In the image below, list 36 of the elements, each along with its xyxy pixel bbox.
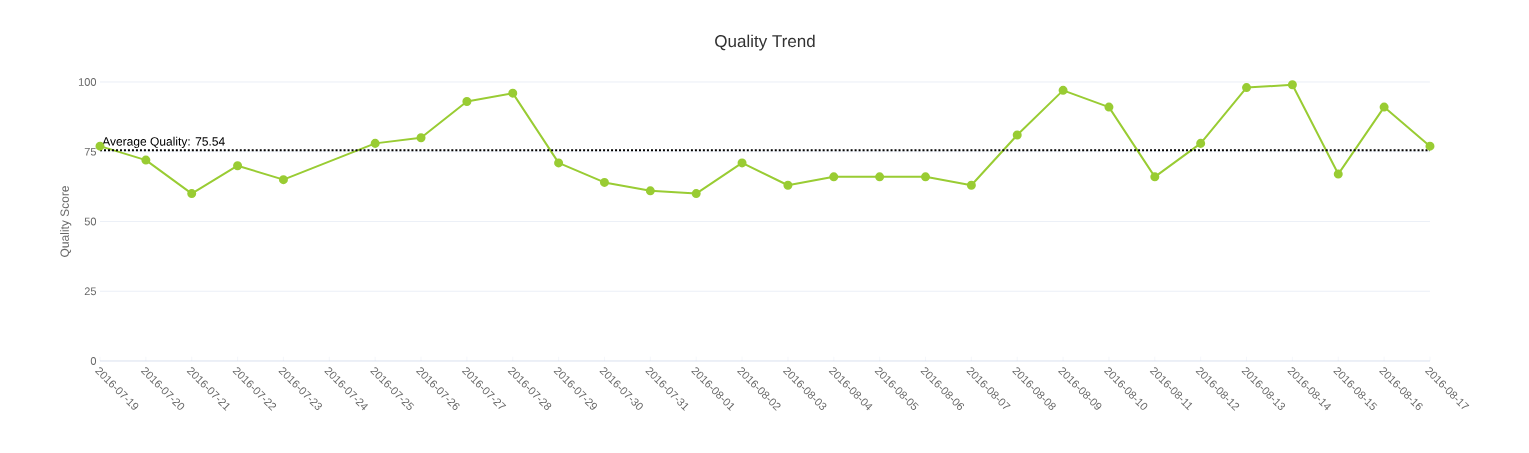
point — [416, 133, 426, 143]
point — [599, 177, 609, 187]
y-tick-label: 25 — [84, 287, 97, 296]
point — [1058, 85, 1068, 95]
y-axis-title: Quality Score — [60, 186, 72, 257]
point — [278, 175, 288, 185]
y-tick-label: 100 — [78, 78, 97, 86]
point — [1333, 169, 1343, 179]
point — [737, 158, 747, 168]
y-tick-label: 0 — [90, 357, 97, 365]
point — [370, 138, 380, 148]
point — [966, 180, 976, 190]
point — [554, 158, 564, 168]
point — [187, 189, 197, 199]
point — [875, 172, 885, 182]
point — [783, 180, 793, 190]
point — [462, 97, 472, 107]
point — [1242, 83, 1252, 93]
point — [921, 172, 930, 182]
point — [233, 161, 243, 171]
point — [1104, 102, 1114, 112]
y-tick-label: 75 — [84, 147, 97, 156]
point — [1196, 138, 1206, 148]
point — [829, 172, 839, 182]
point — [691, 189, 701, 199]
point — [508, 88, 518, 98]
point — [1379, 102, 1389, 112]
point — [141, 155, 151, 165]
point — [1150, 172, 1160, 182]
ref-line-label: Average Quality: 75.54 — [102, 136, 225, 149]
point — [645, 186, 655, 196]
point — [1287, 80, 1297, 90]
chart-title: Quality Trend — [715, 34, 815, 51]
point — [1425, 141, 1435, 151]
point — [1012, 130, 1022, 140]
y-tick-label: 50 — [84, 217, 97, 226]
